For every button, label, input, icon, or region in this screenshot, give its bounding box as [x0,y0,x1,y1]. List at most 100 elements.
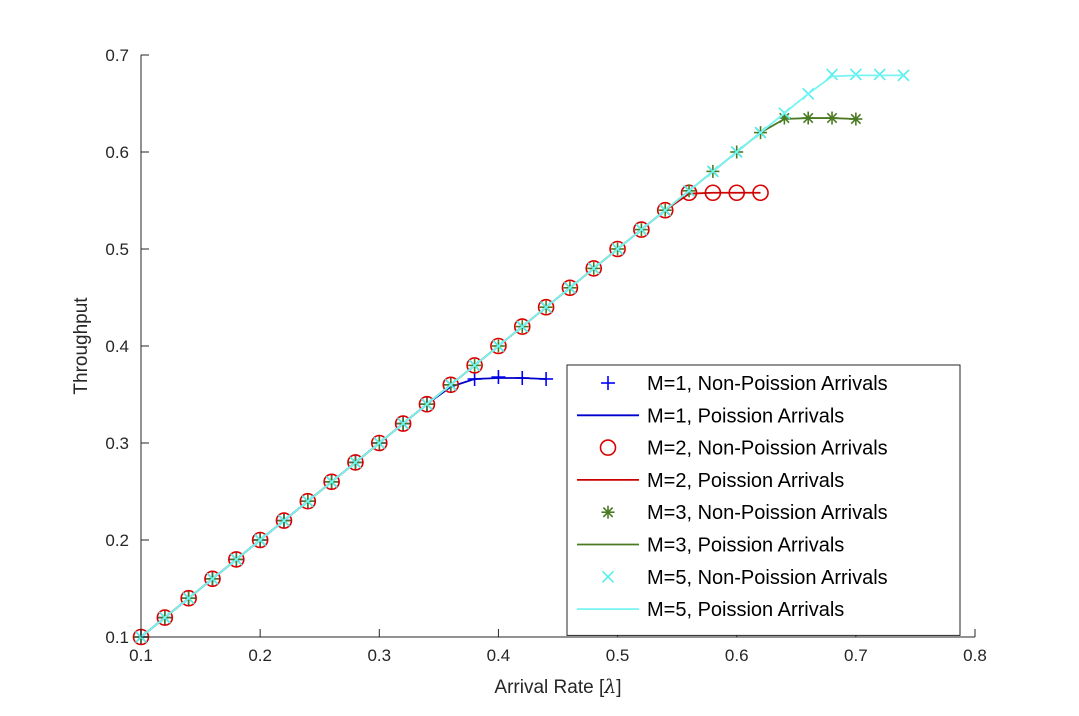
series-2-point-10-ring [370,434,388,452]
series-2-point-8 [323,473,340,491]
legend-label-2: M=2, Non-Poission Arrivals [647,438,888,460]
x-tick-label-4: 0.5 [606,646,630,665]
y-tick-label-6: 0.7 [105,46,129,65]
legend-item-6: M=5, Non-Poission Arrivals [601,567,888,589]
y-tick-label-2: 0.3 [105,434,129,453]
x-tick-label-6: 0.7 [844,646,868,665]
axes: 0.1 0.2 0.3 0.4 0.5 0.6 0.7 0.8 0.1 0.2 0.3 0.4 0.5 0… [71,46,987,698]
series-7 [140,74,904,638]
series-2-point-3-ring [204,570,221,588]
series-line-1 [140,377,547,638]
series-2-point-12-ring [418,395,436,413]
y-axis-label: Throughput [71,297,92,395]
series-0 [134,370,554,644]
series-2-point-2 [180,589,197,607]
series-1 [140,377,547,638]
series-2-point-7 [299,492,317,510]
plot-series [132,68,910,646]
legend-swatch-2-ring [599,439,617,456]
x-tick-label-3: 0.4 [487,646,511,665]
legend: M=1, Non-Poission Arrivals M=1, Poission … [566,364,961,636]
x-tick-label-0: 0.1 [129,646,153,665]
series-2-point-10 [370,434,388,452]
series-2-point-15 [490,337,507,355]
series-2-point-18 [561,279,579,297]
legend-item-1: M=1, Poission Arrivals [577,405,844,427]
series-2-point-18-ring [561,279,579,297]
x-tick-label-1: 0.2 [248,646,272,665]
legend-item-2: M=2, Non-Poission Arrivals [599,438,888,460]
series-2-point-21 [633,221,650,238]
legend-label-3: M=2, Poission Arrivals [647,470,844,492]
series-2-point-7-ring [299,492,317,510]
series-6-point-32 [897,69,910,82]
legend-swatch-2 [599,439,617,456]
x-axis-label: Arrival Rate [λ] [494,676,621,698]
legend-swatch-4-d [602,506,614,518]
series-2-point-9-ring [347,454,364,471]
series-2-point-2-ring [180,589,197,607]
series-2-point-22 [656,201,674,219]
series-2-point-16 [513,318,531,335]
legend-label-1: M=1, Poission Arrivals [647,405,844,427]
series-2-point-19-ring [585,260,603,277]
legend-swatch-4 [601,505,615,519]
series-2-point-21-ring [633,221,650,238]
series-2-point-13 [442,376,460,394]
series-2-point-19 [585,260,603,277]
y-tick-label-1: 0.2 [105,531,129,550]
y-tick-label-0: 0.1 [105,628,129,647]
legend-label-0: M=1, Non-Poission Arrivals [647,373,888,395]
series-2-point-20-ring [609,240,626,258]
y-tick-label-4: 0.5 [105,240,129,259]
series-6-point-30 [849,68,862,81]
series-2-point-15-ring [490,337,507,355]
series-6-point-31 [873,68,886,81]
legend-item-7: M=5, Poission Arrivals [577,599,844,621]
legend-swatch-6-b [601,570,615,583]
series-0-point-15 [491,370,506,385]
series-2-point-9 [347,454,364,471]
legend-swatch-0 [601,376,615,390]
y-tick-label-3: 0.4 [105,337,129,356]
legend-label-5: M=3, Poission Arrivals [647,535,844,557]
series-2-point-14 [466,357,483,374]
legend-swatch-6 [601,570,615,583]
series-2-point-11 [394,415,412,432]
series-2-point-5-ring [251,531,269,549]
series-6-point-32-b [897,69,910,82]
series-2-point-12 [418,395,436,413]
series-line-7 [140,74,904,638]
series-2-point-13-ring [442,376,460,394]
x-tick-label-5: 0.6 [725,646,749,665]
series-2-point-22-ring [656,201,674,219]
series-2-point-5 [251,531,269,549]
legend-label-6: M=5, Non-Poission Arrivals [647,567,888,589]
legend-label-4: M=3, Non-Poission Arrivals [647,502,888,524]
legend-box [566,364,961,636]
series-2-point-1-ring [156,609,174,626]
series-6-point-30-b [849,68,862,81]
legend-item-5: M=3, Poission Arrivals [577,535,844,557]
legend-label-7: M=5, Poission Arrivals [647,599,844,621]
legend-item-4: M=3, Non-Poission Arrivals [601,502,888,524]
series-2-point-11-ring [394,415,412,432]
series-2-point-17-ring [537,298,555,316]
legend-item-3: M=2, Poission Arrivals [577,470,844,492]
series-2-point-20 [609,240,626,258]
x-tick-label-7: 0.8 [963,646,987,665]
series-2-point-14-ring [466,357,483,374]
series-2-point-17 [537,298,555,316]
series-2-point-16-ring [513,318,531,335]
series-2-point-8-ring [323,473,340,491]
x-axis-label-text: Arrival Rate [ [494,677,605,698]
series-6-point-31-b [873,68,886,81]
y-tick-label-5: 0.6 [105,143,129,162]
x-tick-label-2: 0.3 [367,646,391,665]
series-2-point-6-ring [275,512,293,529]
series-2-point-4-ring [228,551,245,568]
x-axis-label-end: ] [616,677,621,698]
legend-item-0: M=1, Non-Poission Arrivals [601,373,888,395]
x-axis-label-symbol: λ [603,676,616,698]
